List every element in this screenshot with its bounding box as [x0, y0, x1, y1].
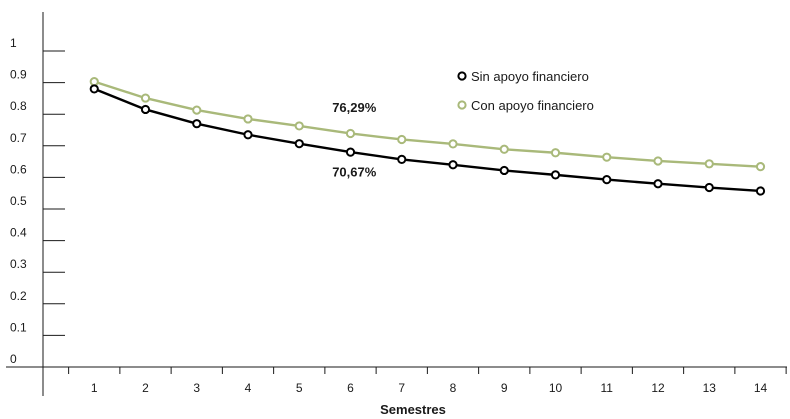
x-axis-title: Semestres	[380, 402, 446, 417]
data-point	[140, 104, 151, 115]
data-point	[755, 186, 766, 196]
data-point	[192, 119, 202, 129]
annotations: 76,29% 70,67%	[332, 100, 377, 180]
data-point	[704, 159, 714, 169]
y-tick-label: 0.9	[10, 68, 27, 82]
x-tick-label: 6	[347, 381, 354, 395]
legend-label: Sin apoyo financiero	[471, 69, 589, 84]
data-point	[397, 134, 407, 145]
y-ticks: 0 0.1 0.2 0.3 0.4 0.5 0.6 0.7 0.8 0.9 1	[10, 36, 65, 366]
series-layer	[89, 77, 766, 196]
y-tick-label: 0.1	[10, 320, 27, 334]
data-point	[602, 175, 612, 185]
data-point	[243, 130, 253, 140]
x-tick-label: 8	[450, 381, 457, 395]
data-point	[89, 77, 99, 87]
data-point	[448, 139, 458, 149]
data-point	[294, 139, 304, 149]
legend-label: Con apoyo financiero	[471, 98, 594, 113]
data-point	[345, 128, 356, 139]
series-con-apoyo	[89, 77, 766, 172]
legend-marker	[457, 71, 467, 81]
x-tick-label: 11	[601, 381, 614, 395]
data-label: 70,67%	[332, 165, 377, 180]
y-tick-label: 0.3	[10, 257, 27, 271]
y-tick-label: 0.8	[10, 99, 27, 113]
y-tick-label: 0.6	[10, 162, 27, 176]
series-line	[93, 80, 761, 168]
x-tick-label: 7	[398, 381, 405, 395]
data-point	[192, 105, 202, 115]
data-point	[448, 160, 458, 170]
data-point	[89, 84, 99, 94]
series-sin-apoyo	[89, 84, 766, 196]
x-tick-label: 13	[703, 381, 717, 395]
y-tick-label: 0.5	[10, 194, 27, 208]
y-tick-label: 0.7	[10, 131, 27, 145]
data-point	[499, 144, 509, 154]
y-tick-label: 1	[10, 36, 17, 50]
y-tick-label: 0.4	[10, 226, 27, 240]
data-point	[602, 152, 612, 162]
x-tick-label: 1	[91, 381, 98, 395]
y-tick-label: 0.2	[10, 289, 27, 303]
data-point	[140, 93, 151, 103]
data-point	[397, 154, 407, 164]
x-tick-label: 12	[651, 381, 665, 395]
y-tick-label: 0	[10, 352, 17, 366]
data-point	[704, 182, 714, 193]
data-point	[499, 165, 509, 176]
series-line	[93, 87, 761, 193]
x-tick-label: 14	[754, 381, 768, 395]
data-point	[755, 162, 766, 172]
axes	[6, 12, 787, 396]
x-tick-label: 9	[501, 381, 508, 395]
data-label: 76,29%	[332, 100, 377, 115]
data-point	[653, 156, 663, 166]
data-point	[345, 147, 356, 157]
x-tick-label: 10	[549, 381, 563, 395]
x-tick-label: 3	[193, 381, 200, 395]
x-ticks: 1 2 3 4 5 6 7 8 9 10 11 12 13 14	[68, 367, 787, 395]
data-point	[653, 179, 663, 189]
data-point	[294, 121, 304, 131]
data-point	[243, 114, 253, 124]
x-tick-label: 4	[245, 381, 252, 395]
data-point	[550, 170, 561, 180]
x-tick-label: 2	[142, 381, 149, 395]
x-tick-label: 5	[296, 381, 303, 395]
legend: Sin apoyo financiero Con apoyo financiero	[457, 69, 594, 113]
legend-marker	[457, 100, 467, 110]
data-point	[550, 148, 561, 158]
